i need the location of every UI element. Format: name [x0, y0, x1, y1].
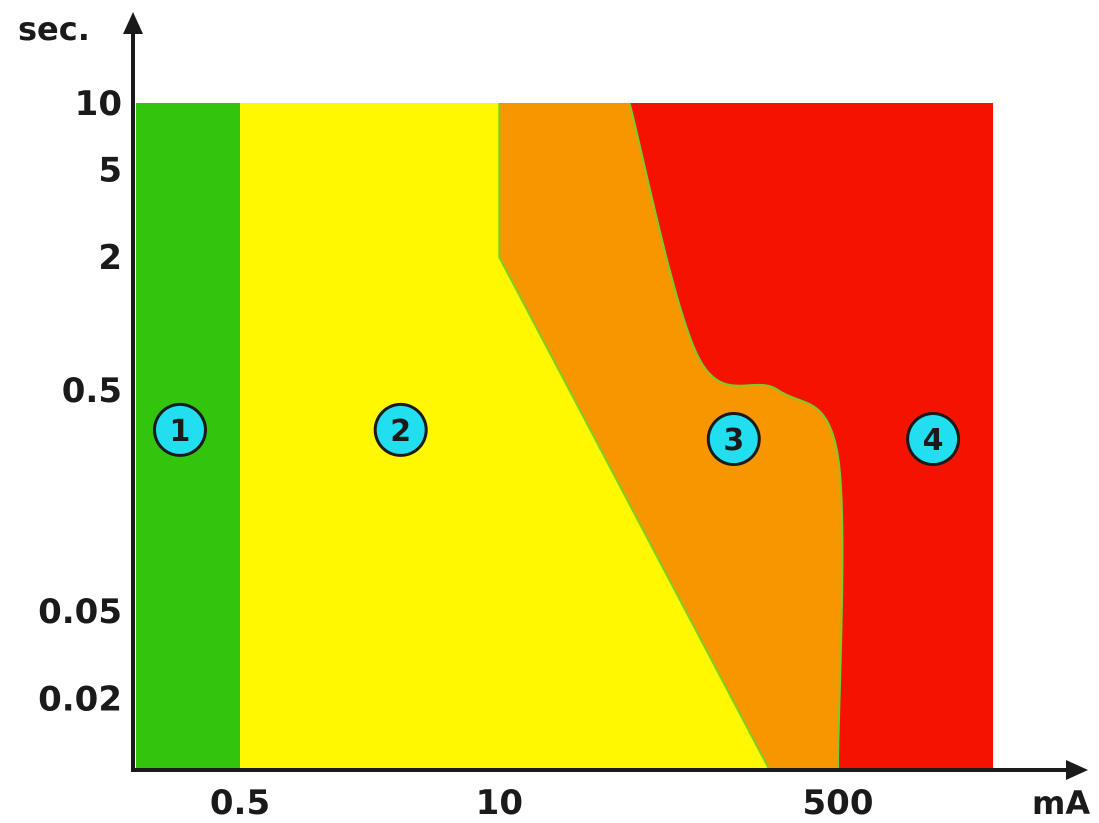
- y-axis-arrow-icon: [123, 12, 143, 34]
- zone-2-number: 2: [390, 414, 411, 449]
- zone-3-badge: 3: [706, 412, 761, 467]
- zones-layer: [136, 103, 994, 768]
- y-tick-label: 0.02: [38, 680, 122, 720]
- badge-fill-icon: [376, 405, 425, 454]
- y-tick-label: 0.5: [62, 371, 122, 411]
- zone-1-number: 1: [170, 414, 191, 449]
- x-tick-label: 500: [803, 783, 874, 823]
- y-tick-label: 5: [98, 150, 122, 190]
- y-axis-label: sec.: [18, 10, 90, 48]
- x-axis-arrow-icon: [1066, 760, 1088, 780]
- x-axis-label: mA: [1032, 784, 1090, 822]
- x-tick-label: 0.5: [210, 783, 270, 823]
- zone-2-area: [136, 103, 769, 768]
- boundaries-layer: [498, 103, 844, 768]
- boundary-3-4: [628, 103, 844, 768]
- zone-4-badge: 4: [906, 412, 961, 467]
- zone-1-badge: 1: [152, 402, 207, 457]
- zone-2-badge: 2: [373, 402, 428, 457]
- badge-fill-icon: [909, 415, 958, 464]
- ticks-layer: 10 5 2 0.5 0.05 0.02 0.5 10 500: [38, 84, 873, 823]
- badge-fill-icon: [155, 405, 204, 454]
- badge-fill-icon: [709, 415, 758, 464]
- y-tick-label: 0.05: [38, 592, 122, 632]
- zone-3-number: 3: [723, 423, 744, 458]
- zone-labels-layer: 1 2 3 4: [152, 402, 961, 467]
- x-tick-label: 10: [476, 783, 523, 823]
- zone-4-number: 4: [923, 423, 944, 458]
- axes-layer: sec. mA: [18, 10, 1090, 822]
- y-tick-label: 2: [98, 238, 122, 278]
- boundary-2-3: [498, 103, 770, 768]
- y-tick-label: 10: [75, 84, 122, 124]
